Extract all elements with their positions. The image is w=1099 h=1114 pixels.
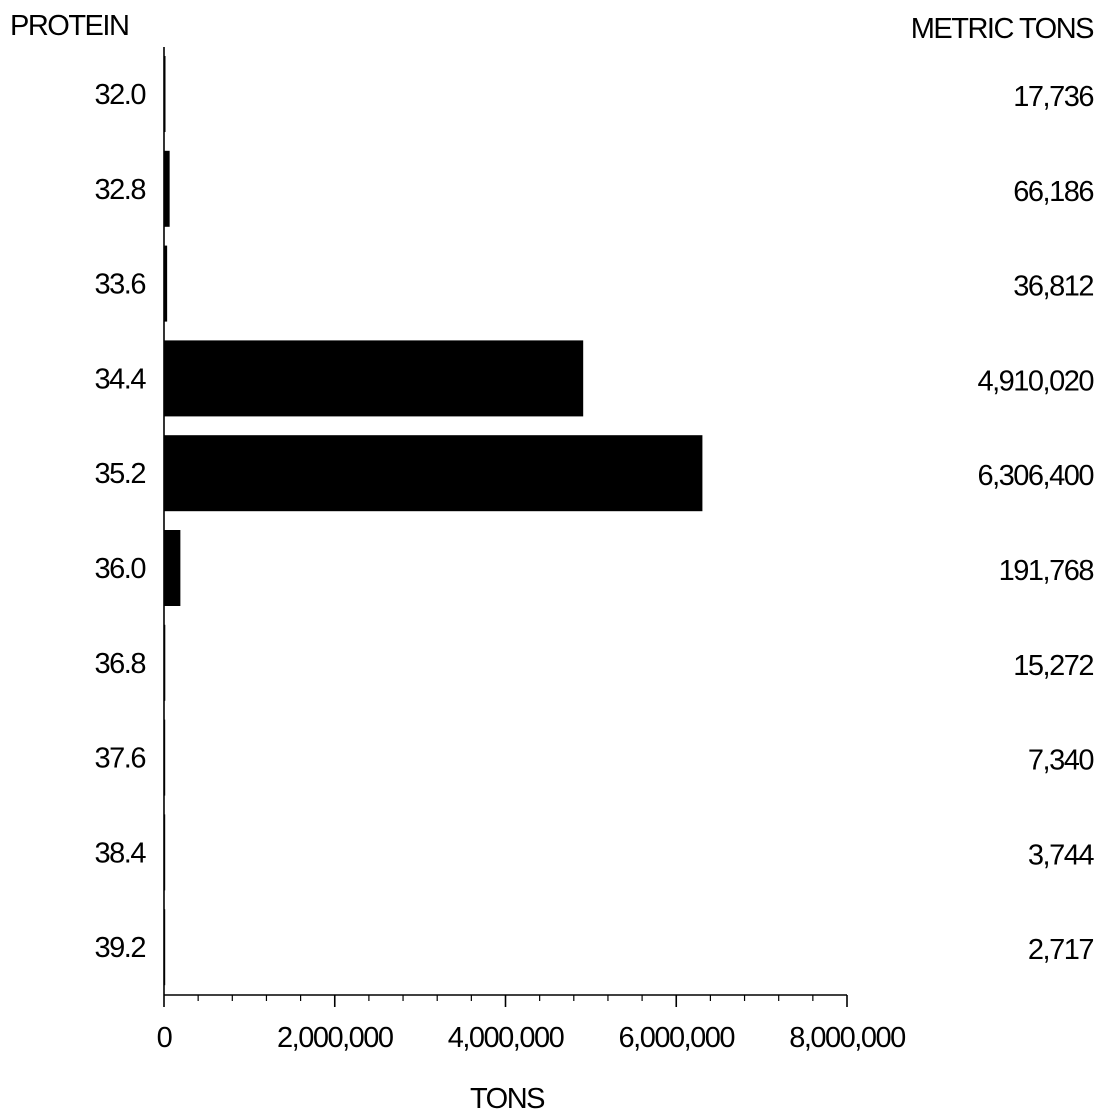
- value-label: 7,340: [1028, 745, 1093, 777]
- category-label: 38.4: [95, 837, 147, 869]
- category-axis-title: PROTEIN: [10, 10, 128, 42]
- x-axis-title: TONS: [470, 1083, 545, 1114]
- value-label: 6,306,400: [977, 460, 1093, 492]
- value-labels-group: 17,736 66,186 36,812 4,910,020 6,306,400 191,…: [977, 81, 1095, 966]
- category-label: 33.6: [95, 269, 146, 301]
- category-label: 34.4: [95, 363, 147, 395]
- value-label: 2,717: [1028, 934, 1093, 966]
- category-label: 39.2: [95, 932, 146, 964]
- value-label: 4,910,020: [977, 365, 1093, 397]
- category-label: 35.2: [95, 458, 146, 490]
- category-label: 32.0: [95, 79, 146, 111]
- value-label: 17,736: [1013, 81, 1093, 113]
- x-ticks-group: 0 2,000,000 4,000,000 6,000,000 8,000,000: [157, 995, 907, 1054]
- bar-33-6: [164, 245, 168, 322]
- category-labels-group: 32.0 32.8 33.6 34.4 35.2 36.0 36.8 37.6 38.4 39.2: [95, 79, 148, 964]
- x-tick-label: 6,000,000: [619, 1022, 735, 1054]
- category-label: 32.8: [95, 174, 146, 206]
- bar-36-0: [164, 530, 181, 606]
- bar-34-4: [164, 340, 584, 417]
- value-label: 66,186: [1013, 176, 1093, 208]
- category-label: 37.6: [95, 743, 146, 775]
- x-tick-label: 8,000,000: [789, 1022, 905, 1054]
- x-tick-label: 0: [157, 1022, 172, 1054]
- value-column-title: METRIC TONS: [911, 13, 1094, 45]
- bar-35-2: [164, 435, 703, 512]
- bar-32-8: [164, 150, 170, 227]
- category-label: 36.0: [95, 553, 146, 585]
- axes-group: [163, 47, 847, 996]
- value-label: 15,272: [1013, 650, 1093, 682]
- value-label: 191,768: [999, 555, 1094, 587]
- x-tick-label: 4,000,000: [448, 1022, 564, 1054]
- category-label: 36.8: [95, 648, 146, 680]
- value-label: 36,812: [1013, 271, 1093, 303]
- bars-group: [164, 56, 703, 986]
- x-tick-label: 2,000,000: [277, 1022, 393, 1054]
- value-label: 3,744: [1028, 839, 1094, 871]
